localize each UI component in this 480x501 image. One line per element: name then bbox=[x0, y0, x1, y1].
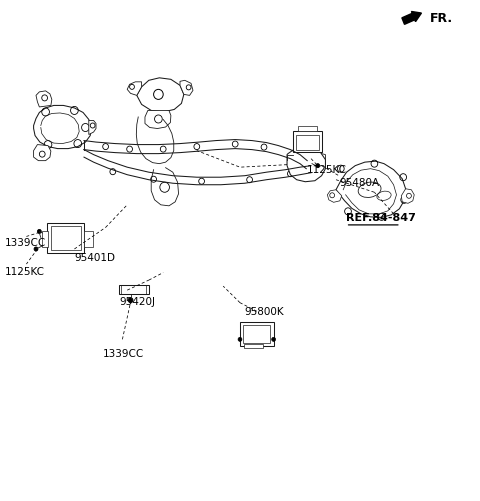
Text: 95480A: 95480A bbox=[339, 177, 379, 187]
Polygon shape bbox=[36, 92, 52, 108]
FancyBboxPatch shape bbox=[298, 127, 317, 132]
Text: 95420J: 95420J bbox=[119, 297, 155, 307]
Polygon shape bbox=[145, 111, 171, 129]
Circle shape bbox=[272, 338, 276, 342]
FancyBboxPatch shape bbox=[51, 226, 81, 250]
Polygon shape bbox=[137, 79, 184, 113]
FancyArrow shape bbox=[402, 13, 421, 25]
Polygon shape bbox=[127, 83, 142, 96]
FancyBboxPatch shape bbox=[293, 132, 322, 153]
Polygon shape bbox=[327, 190, 342, 203]
FancyBboxPatch shape bbox=[240, 323, 274, 347]
Polygon shape bbox=[287, 148, 325, 182]
Polygon shape bbox=[34, 145, 51, 161]
Polygon shape bbox=[34, 106, 91, 149]
FancyBboxPatch shape bbox=[243, 326, 270, 344]
Text: REF.84-847: REF.84-847 bbox=[346, 213, 416, 223]
Text: 95800K: 95800K bbox=[245, 307, 285, 317]
Circle shape bbox=[316, 164, 320, 168]
Text: 95401D: 95401D bbox=[74, 252, 115, 262]
FancyBboxPatch shape bbox=[42, 231, 48, 247]
FancyBboxPatch shape bbox=[119, 286, 149, 295]
Circle shape bbox=[34, 247, 38, 252]
Polygon shape bbox=[336, 162, 406, 218]
Text: 1339CC: 1339CC bbox=[103, 348, 144, 358]
FancyBboxPatch shape bbox=[47, 223, 84, 254]
FancyBboxPatch shape bbox=[244, 345, 263, 349]
Circle shape bbox=[238, 338, 242, 342]
Polygon shape bbox=[401, 189, 414, 204]
Circle shape bbox=[37, 230, 41, 234]
Text: 1125KC: 1125KC bbox=[5, 267, 45, 277]
FancyBboxPatch shape bbox=[296, 135, 319, 150]
Text: 1339CC: 1339CC bbox=[5, 237, 46, 247]
FancyBboxPatch shape bbox=[84, 231, 93, 247]
Polygon shape bbox=[89, 121, 96, 135]
Text: FR.: FR. bbox=[430, 12, 453, 25]
Text: 1125KC: 1125KC bbox=[307, 164, 347, 174]
Polygon shape bbox=[180, 81, 193, 96]
Circle shape bbox=[128, 298, 133, 303]
